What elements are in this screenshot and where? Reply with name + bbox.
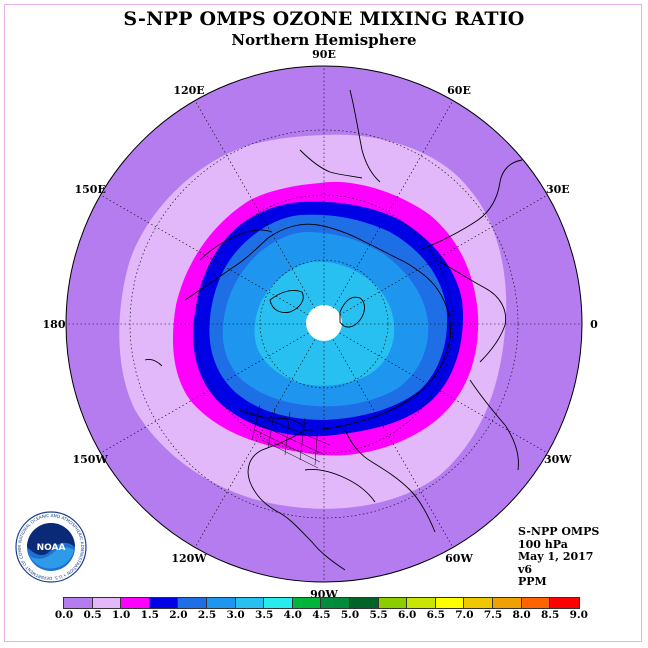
map-title: S-NPP OMPS OZONE MIXING RATIO [123,8,525,30]
colorbar-swatch [464,598,493,608]
colorbar-swatch [235,598,265,608]
meridian-line [100,332,309,454]
colorbar-swatch [149,598,179,608]
colorbar-swatch [407,598,436,608]
info-date: May 1, 2017 [518,550,594,563]
longitude-label: 90E [312,48,336,61]
meridian-line [194,100,316,309]
longitude-label: 30W [544,453,572,466]
meridian-line [339,332,548,454]
colorbar-swatch [378,598,408,608]
colorbar-tick-label: 9.0 [569,609,588,621]
colorbar-tick-label: 0.5 [83,609,102,621]
colorbar-swatch [121,598,150,608]
noaa-logo: NATIONAL OCEANIC AND ATMOSPHERIC ADMINIS… [13,506,88,588]
colorbar-tick-label: 3.0 [226,609,245,621]
colorbar-tick-label: 4.5 [312,609,331,621]
colorbar-swatch [492,598,522,608]
map-border [65,65,583,583]
colorbar-tick-label: 2.5 [197,609,217,621]
colorbar-tick-label: 5.5 [369,609,388,621]
longitude-label: 60W [445,552,473,565]
colorbar-tick-label: 4.0 [283,609,302,621]
colorbar-swatch [64,598,93,608]
info-instrument: S-NPP OMPS [518,525,600,538]
info-level: 100 hPa [518,537,568,551]
colorbar-swatch [178,598,207,608]
colorbar-tick-label: 2.0 [169,609,188,621]
colorbar-tick-label: 6.0 [398,609,417,621]
colorbar-swatch [321,598,350,608]
longitude-label: 120E [173,84,204,97]
colorbar-tick-label: 1.5 [140,609,159,621]
longitude-label: 150E [74,183,105,196]
meridian-line [332,100,454,309]
longitude-label: 30E [546,183,570,196]
colorbar-tick-label: 7.0 [455,609,474,621]
meridian-lines [66,66,582,582]
meridian-line [194,339,316,548]
longitude-label: 60E [447,84,471,97]
colorbar-swatch [206,598,236,608]
longitude-label: 120W [171,552,207,565]
colorbar-tick-label: 5.0 [340,609,360,621]
colorbar-swatch [435,598,465,608]
colorbar-tick-label: 7.5 [483,609,503,621]
colorbar-swatch [292,598,322,608]
meridian-line [332,339,454,548]
colorbar-tick-label: 1.0 [112,609,131,621]
info-version: v6 [518,562,533,576]
us-state-grid [244,404,331,469]
meridian-line [339,194,548,316]
info-box: S-NPP OMPS 100 hPa May 1, 2017 v6 PPM [518,525,600,589]
info-units: PPM [518,575,547,588]
coastlines [144,89,523,571]
colorbar-tick-label: 6.5 [426,609,445,621]
colorbar [63,597,580,609]
pole-cap [306,305,342,341]
logo-noaa-text: NOAA [37,543,66,553]
longitude-label: 150W [73,453,109,466]
colorbar-labels: 0.0 0.5 1.0 1.5 2.0 2.5 3.0 3.5 4.0 4.5 5.0 5.5 6.0 6… [0,609,648,623]
colorbar-swatch [92,598,122,608]
plot-frame [4,4,642,642]
colorbar-swatch [349,598,379,608]
map-subtitle: Northern Hemisphere [231,31,417,49]
longitude-label: 0 [590,318,598,331]
longitude-label: 180 [43,318,66,331]
colorbar-tick-label: 8.0 [512,609,531,621]
colorbar-swatch [550,598,579,608]
colorbar-tick-label: 3.5 [255,609,274,621]
colorbar-tick-label: 8.5 [541,609,560,621]
colorbar-swatch [521,598,551,608]
colorbar-swatch [264,598,293,608]
meridian-line [100,194,309,316]
colorbar-tick-label: 0.0 [54,609,74,621]
